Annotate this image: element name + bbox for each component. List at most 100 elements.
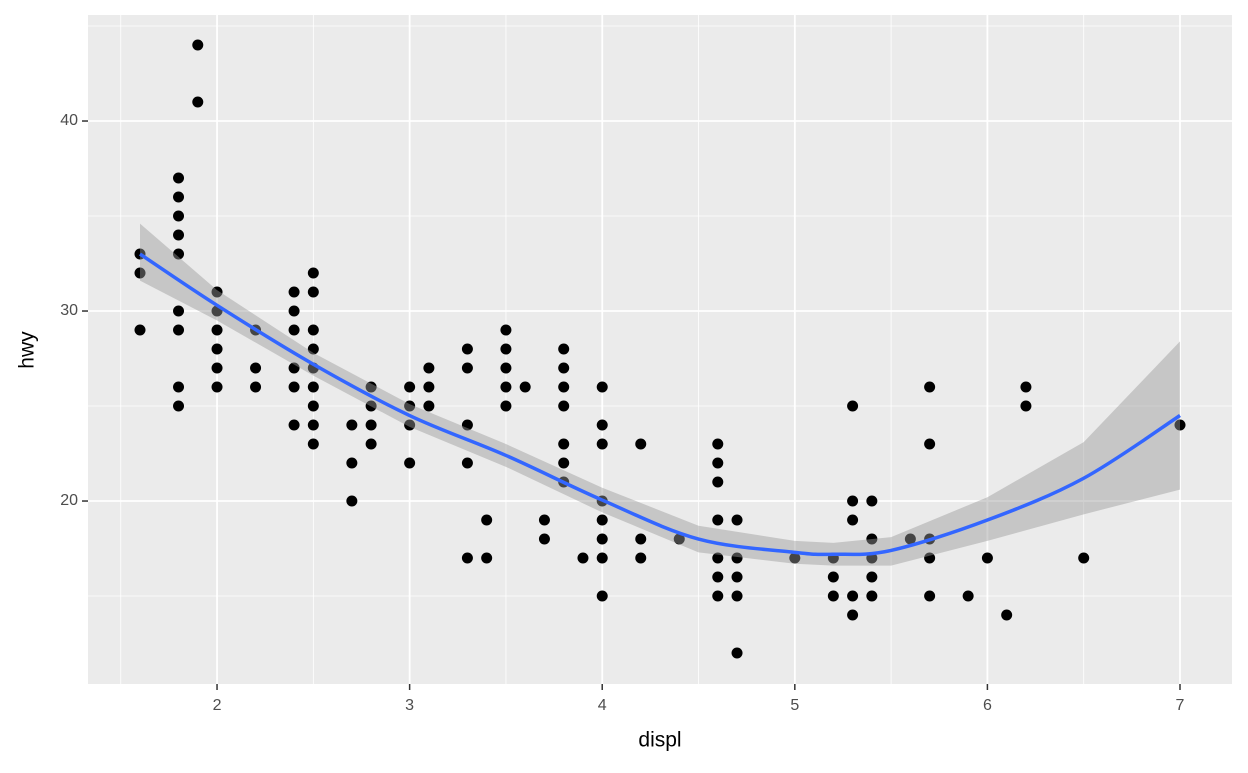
point: [712, 552, 724, 564]
point: [847, 590, 859, 602]
x-tick-label: 4: [598, 697, 607, 714]
point: [789, 552, 801, 564]
point: [731, 571, 743, 583]
point: [558, 438, 570, 450]
point: [558, 362, 570, 374]
point: [404, 457, 416, 469]
point: [981, 552, 993, 564]
point: [538, 533, 550, 545]
point: [365, 400, 377, 412]
point: [731, 647, 743, 659]
y-axis-title: hwy: [16, 331, 39, 369]
point: [596, 381, 608, 393]
point: [1001, 609, 1013, 621]
point: [500, 400, 512, 412]
point: [288, 305, 300, 317]
point: [866, 571, 878, 583]
point: [211, 286, 223, 298]
x-tick-label: 6: [983, 697, 992, 714]
point: [173, 210, 185, 222]
point: [288, 381, 300, 393]
point: [461, 362, 473, 374]
point: [173, 381, 185, 393]
point: [211, 324, 223, 336]
point: [500, 343, 512, 355]
point: [577, 552, 589, 564]
point: [173, 229, 185, 241]
point: [596, 590, 608, 602]
point: [924, 381, 936, 393]
point: [461, 419, 473, 431]
point: [423, 362, 435, 374]
point: [596, 438, 608, 450]
panel: [88, 15, 1232, 684]
point: [1020, 381, 1032, 393]
point: [307, 267, 319, 279]
point: [866, 533, 878, 545]
smooth-line: [139, 252, 1181, 557]
y-tick-label: 30: [60, 302, 78, 319]
point: [596, 552, 608, 564]
point: [346, 495, 358, 507]
point: [346, 457, 358, 469]
point: [365, 381, 377, 393]
point: [307, 324, 319, 336]
point: [596, 533, 608, 545]
x-tick-label: 3: [405, 697, 414, 714]
point: [962, 590, 974, 602]
point: [134, 267, 146, 279]
point: [423, 381, 435, 393]
point: [173, 305, 185, 317]
point: [635, 438, 647, 450]
x-axis-title: displ: [638, 729, 681, 752]
point: [712, 438, 724, 450]
point: [404, 381, 416, 393]
point: [712, 590, 724, 602]
point: [461, 343, 473, 355]
point: [1078, 552, 1090, 564]
point: [288, 419, 300, 431]
point: [712, 457, 724, 469]
point: [404, 400, 416, 412]
point: [558, 381, 570, 393]
point: [288, 362, 300, 374]
point: [307, 343, 319, 355]
point: [288, 324, 300, 336]
point: [307, 286, 319, 298]
point: [519, 381, 531, 393]
point: [365, 438, 377, 450]
point: [173, 172, 185, 184]
point: [211, 343, 223, 355]
point: [365, 419, 377, 431]
y-tick-label: 40: [60, 112, 78, 129]
point: [847, 514, 859, 526]
point: [904, 533, 916, 545]
point: [500, 381, 512, 393]
point: [500, 324, 512, 336]
point: [847, 495, 859, 507]
point: [307, 400, 319, 412]
point: [173, 191, 185, 203]
point: [173, 324, 185, 336]
point: [866, 590, 878, 602]
point: [731, 514, 743, 526]
point: [173, 400, 185, 412]
point: [307, 381, 319, 393]
point: [423, 400, 435, 412]
point: [924, 552, 936, 564]
point: [481, 514, 493, 526]
point: [673, 533, 685, 545]
point: [596, 514, 608, 526]
point: [134, 324, 146, 336]
point: [538, 514, 550, 526]
point: [712, 476, 724, 488]
point: [635, 533, 647, 545]
y-tick-label: 20: [60, 492, 78, 509]
point: [731, 590, 743, 602]
point: [1020, 400, 1032, 412]
point: [712, 514, 724, 526]
point: [558, 400, 570, 412]
point: [192, 39, 204, 51]
point: [173, 248, 185, 260]
